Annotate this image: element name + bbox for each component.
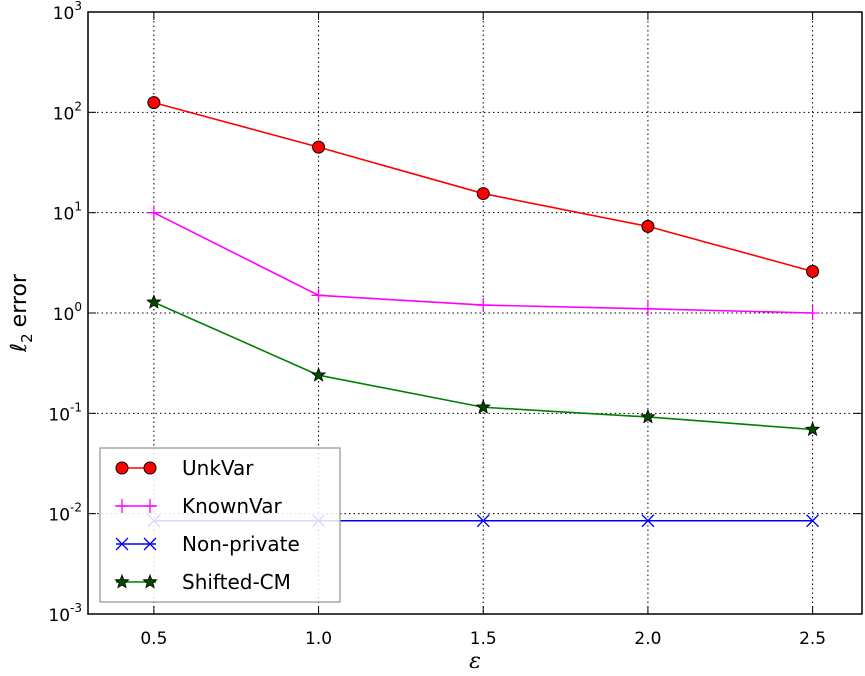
- data-point-unkvar: [312, 140, 326, 154]
- legend-marker: [115, 537, 129, 551]
- y-tick-label-exponent: -2: [70, 501, 82, 515]
- data-point-shifted-cm: [804, 421, 821, 437]
- series-unkvar: [147, 96, 820, 278]
- legend-marker: [143, 499, 157, 513]
- data-point-shifted-cm: [475, 399, 491, 414]
- star-marker: [114, 573, 130, 589]
- legend-marker: [143, 537, 157, 551]
- data-point-non-private: [806, 514, 820, 528]
- y-tick-label-base: 10: [53, 205, 75, 225]
- circle-marker: [143, 461, 157, 475]
- y-tick-label-exponent: -1: [70, 400, 82, 414]
- data-point-knownvar: [311, 288, 326, 303]
- legend-label: UnkVar: [182, 456, 254, 480]
- legend-label: Non-private: [182, 532, 300, 556]
- data-point-unkvar: [806, 264, 820, 278]
- y-axis-label: ℓ2 error: [7, 273, 36, 353]
- data-point-shifted-cm: [310, 367, 327, 382]
- data-point-knownvar: [476, 298, 491, 313]
- x-axis-label: ε: [469, 649, 481, 674]
- y-tick-label: 10-2: [48, 501, 82, 526]
- legend-label: Shifted-CM: [182, 570, 291, 594]
- y-tick-label-base: 10: [53, 4, 75, 24]
- x-marker: [641, 514, 655, 528]
- plus-marker: [146, 205, 161, 220]
- y-tick-label-exponent: -3: [70, 601, 82, 615]
- y-tick-label: 102: [53, 99, 82, 124]
- plus-marker: [640, 301, 655, 316]
- y-tick-label: 100: [53, 300, 82, 325]
- legend-item-shifted-cm: Shifted-CM: [114, 570, 291, 594]
- star-marker: [804, 421, 821, 437]
- y-axis-label-subscript: 2: [18, 333, 36, 343]
- circle-marker: [806, 264, 820, 278]
- legend-marker: [115, 461, 129, 475]
- data-point-knownvar: [805, 306, 820, 320]
- y-tick-label-base: 10: [48, 405, 70, 425]
- data-point-knownvar: [146, 205, 161, 220]
- x-marker: [115, 537, 129, 551]
- x-tick-label: 2.0: [634, 629, 661, 649]
- data-point-non-private: [476, 514, 490, 528]
- y-tick-label-exponent: 3: [74, 0, 82, 13]
- data-point-shifted-cm: [640, 408, 656, 424]
- star-marker: [475, 399, 491, 414]
- x-tick-label: 1.0: [305, 629, 332, 649]
- data-point-unkvar: [147, 96, 161, 110]
- data-point-knownvar: [640, 301, 655, 316]
- x-marker: [143, 537, 157, 551]
- series-knownvar: [146, 205, 820, 320]
- data-point-non-private: [641, 514, 655, 528]
- legend-item-unkvar: UnkVar: [115, 456, 254, 480]
- legend: UnkVar KnownVar Non-private Shifted-CM: [99, 447, 341, 603]
- y-tick-label: 103: [53, 0, 82, 24]
- legend-item-knownvar: KnownVar: [115, 494, 282, 518]
- plus-marker: [311, 288, 326, 303]
- series-shifted-cm: [146, 294, 821, 437]
- legend-marker: [115, 499, 129, 513]
- circle-marker: [312, 140, 326, 154]
- y-tick-label-exponent: 2: [74, 99, 82, 113]
- circle-marker: [115, 461, 129, 475]
- plus-marker: [805, 306, 820, 320]
- data-point-shifted-cm: [146, 294, 162, 309]
- star-marker: [142, 573, 158, 589]
- star-marker: [640, 408, 656, 424]
- data-point-unkvar: [476, 187, 490, 201]
- plus-marker: [115, 499, 129, 513]
- y-tick-label-base: 10: [48, 506, 70, 526]
- y-tick-label-exponent: 1: [74, 200, 82, 214]
- plus-marker: [476, 298, 491, 313]
- legend-marker: [142, 573, 158, 589]
- data-point-unkvar: [641, 219, 655, 233]
- circle-marker: [641, 219, 655, 233]
- legend-label: KnownVar: [182, 494, 282, 518]
- circle-marker: [476, 187, 490, 201]
- legend-marker: [143, 461, 157, 475]
- y-axis-label-symbol: ℓ: [7, 343, 32, 353]
- y-axis-label-text: error: [7, 273, 32, 327]
- star-marker: [310, 367, 327, 382]
- y-tick-label: 10-1: [48, 400, 82, 425]
- y-tick-label-exponent: 0: [74, 300, 82, 314]
- y-tick-label-base: 10: [48, 606, 70, 626]
- circle-marker: [147, 96, 161, 110]
- y-tick-label: 10-3: [48, 601, 82, 626]
- y-tick-label-base: 10: [53, 104, 75, 124]
- legend-item-non-private: Non-private: [115, 532, 300, 556]
- x-marker: [806, 514, 820, 528]
- x-marker: [476, 514, 490, 528]
- legend-box: [99, 447, 341, 603]
- star-marker: [146, 294, 162, 309]
- x-tick-label: 0.5: [140, 629, 167, 649]
- y-tick-label: 101: [53, 200, 82, 225]
- legend-marker: [114, 573, 130, 589]
- plus-marker: [143, 499, 157, 513]
- x-tick-label: 2.5: [799, 629, 826, 649]
- series-line-knownvar: [153, 211, 813, 314]
- x-tick-label: 1.5: [470, 629, 497, 649]
- y-tick-label-base: 10: [53, 305, 75, 325]
